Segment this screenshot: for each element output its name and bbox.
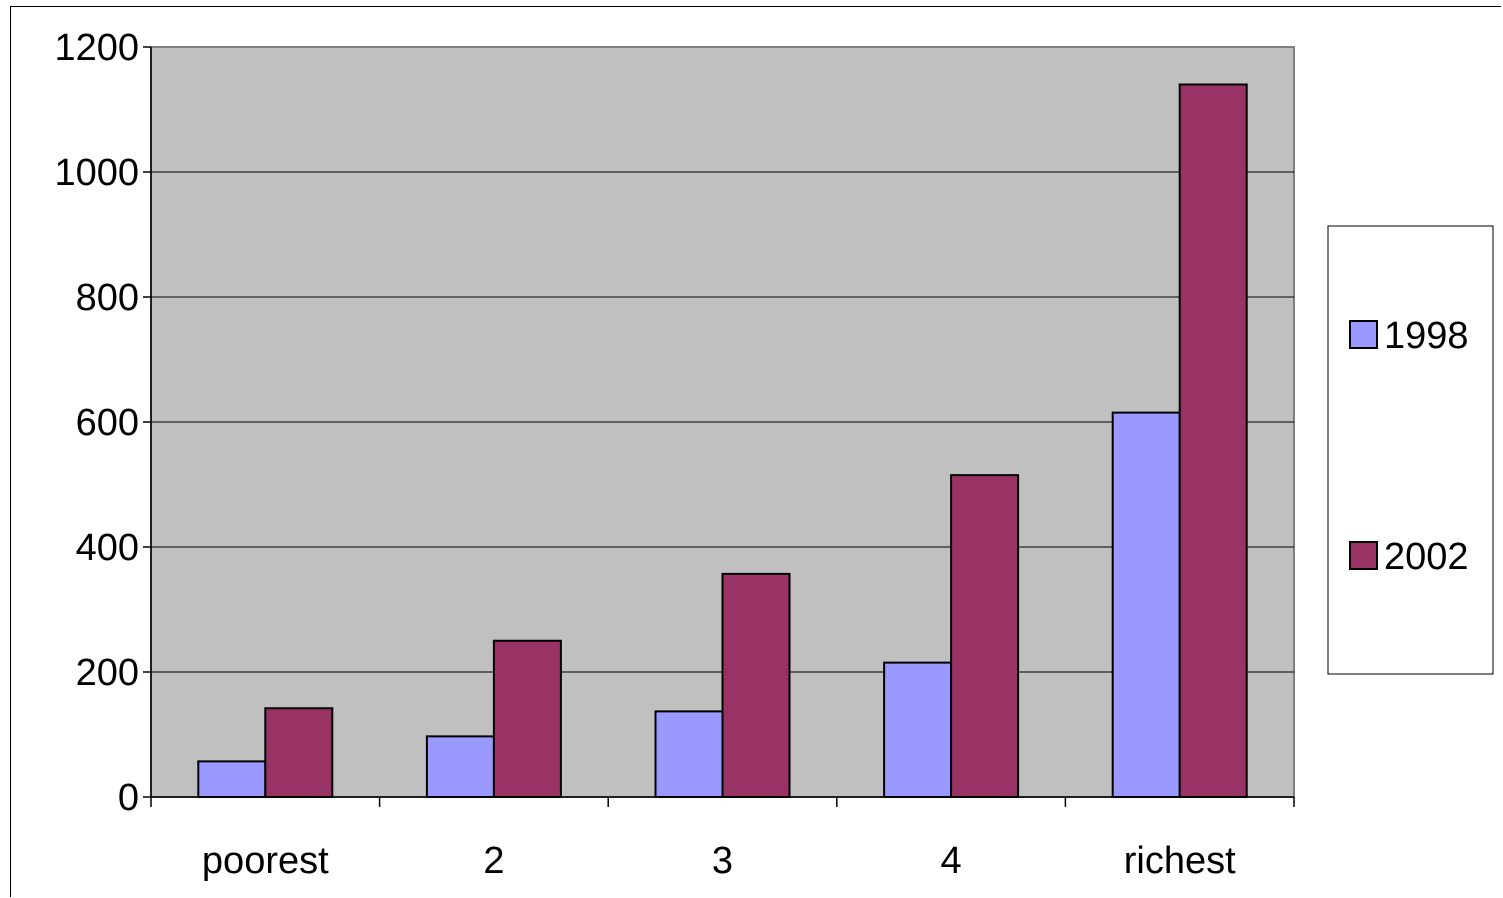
- bar-2002-3: [721, 572, 791, 798]
- bar-1998-poorest: [197, 760, 267, 798]
- y-tick-label: 800: [76, 277, 139, 319]
- x-tick-label: poorest: [202, 840, 329, 882]
- y-tick-label: 600: [76, 402, 139, 444]
- bar-2002-4: [950, 474, 1020, 798]
- y-tick-label: 200: [76, 652, 139, 694]
- legend-label-2002: 2002: [1384, 536, 1469, 578]
- bars: [197, 83, 1248, 798]
- chart-frame: [10, 6, 1501, 897]
- bar-1998-4: [883, 661, 953, 798]
- legend-box: [1327, 225, 1494, 675]
- x-tick-label: 4: [941, 840, 962, 882]
- bar-2002-richest: [1178, 83, 1248, 798]
- legend-label-1998: 1998: [1384, 315, 1469, 357]
- x-tick-label: richest: [1124, 840, 1236, 882]
- legend-swatch-1998: [1349, 320, 1378, 349]
- bar-1998-3: [654, 710, 724, 798]
- legend-swatch-2002: [1349, 541, 1378, 570]
- y-tick-label: 1200: [54, 27, 139, 69]
- y-tick-label: 1000: [54, 152, 139, 194]
- bar-2002-2: [492, 639, 562, 798]
- bar-1998-2: [425, 735, 495, 798]
- x-axis-ticks: poorest 2 3 4 richest: [150, 797, 1295, 882]
- y-tick-label: 0: [118, 777, 139, 819]
- legend: 1998 2002: [1327, 225, 1494, 675]
- x-tick-label: 2: [483, 840, 504, 882]
- y-axis-ticks: 0 200 400 600 800 1000 1200: [54, 27, 151, 819]
- bar-1998-richest: [1111, 411, 1181, 798]
- x-tick-label: 3: [712, 840, 733, 882]
- y-tick-label: 400: [76, 527, 139, 569]
- bar-2002-poorest: [264, 707, 334, 798]
